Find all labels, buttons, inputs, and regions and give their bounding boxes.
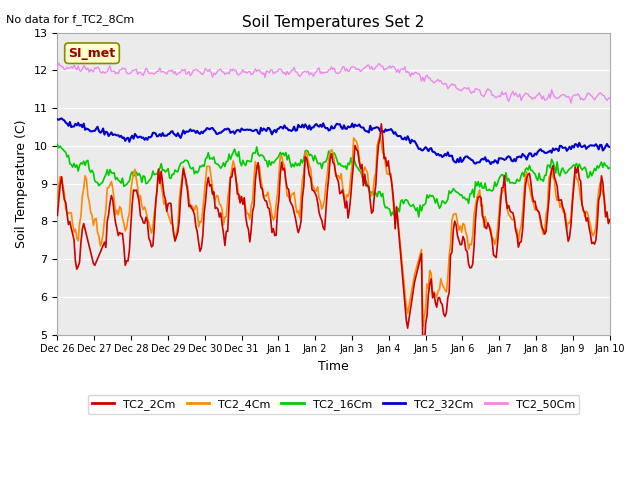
Legend: TC2_2Cm, TC2_4Cm, TC2_16Cm, TC2_32Cm, TC2_50Cm: TC2_2Cm, TC2_4Cm, TC2_16Cm, TC2_32Cm, TC…: [88, 395, 579, 414]
Y-axis label: Soil Temperature (C): Soil Temperature (C): [15, 120, 28, 248]
X-axis label: Time: Time: [318, 360, 349, 373]
Title: Soil Temperatures Set 2: Soil Temperatures Set 2: [243, 15, 425, 30]
Text: SI_met: SI_met: [68, 47, 116, 60]
Text: No data for f_TC2_8Cm: No data for f_TC2_8Cm: [6, 14, 134, 25]
